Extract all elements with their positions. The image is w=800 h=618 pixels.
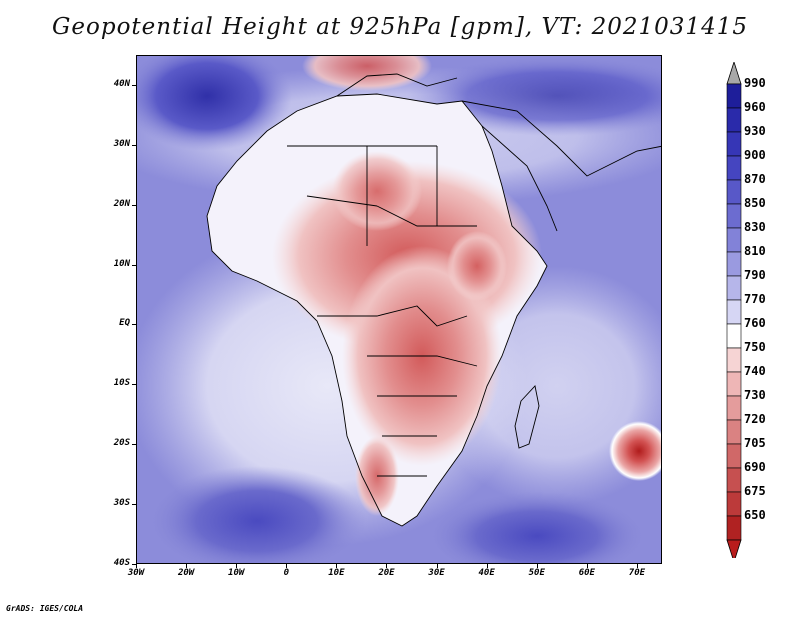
- colorbar-label: 770: [744, 292, 766, 306]
- lon-tick: [136, 564, 137, 568]
- lon-tick: [436, 564, 438, 568]
- lon-tick: [486, 564, 488, 568]
- lon-tick-label: 70E: [628, 568, 646, 578]
- colorbar-swatch: [726, 467, 742, 493]
- geopotential-field: [137, 56, 661, 563]
- lon-tick-label: 10E: [328, 568, 345, 578]
- colorbar-label: 990: [744, 76, 766, 90]
- lat-tick: [132, 384, 136, 386]
- lat-tick-label: 40S: [113, 558, 130, 568]
- lon-tick-label: 40E: [478, 568, 495, 578]
- lon-tick: [536, 564, 538, 568]
- colorbar-label: 960: [744, 100, 766, 114]
- colorbar-swatch: [726, 371, 742, 397]
- lon-tick: [386, 564, 388, 568]
- colorbar-swatch: [726, 419, 742, 445]
- lat-tick-label: 40N: [113, 78, 130, 89]
- lat-tick: [132, 444, 136, 446]
- map-panel: [136, 55, 662, 564]
- lat-tick-label: 30S: [113, 498, 130, 509]
- lat-tick: [132, 504, 136, 506]
- lon-tick-label: 50E: [528, 568, 545, 578]
- chart-title: Geopotential Height at 925hPa [gpm], VT:…: [52, 14, 748, 40]
- colorbar-swatch: [726, 155, 742, 181]
- lon-tick: [336, 564, 338, 568]
- lon-tick-label: 60E: [578, 568, 595, 578]
- colorbar-label: 830: [744, 220, 766, 234]
- colorbar-label: 900: [744, 148, 766, 162]
- lat-tick: [132, 564, 136, 565]
- colorbar-swatch: [726, 179, 742, 205]
- lat-tick-label: 10S: [113, 378, 130, 389]
- colorbar-swatch: [726, 227, 742, 253]
- colorbar-swatch: [726, 203, 742, 229]
- colorbar-label: 720: [744, 412, 766, 426]
- colorbar-label: 740: [744, 364, 766, 378]
- lon-tick-label: 20W: [177, 568, 195, 578]
- colorbar-swatch: [726, 323, 742, 349]
- colorbar-label: 850: [744, 196, 766, 210]
- lat-tick: [132, 264, 136, 266]
- lon-tick: [286, 564, 288, 568]
- lat-tick-label: 20N: [113, 198, 130, 209]
- lon-tick: [636, 564, 638, 568]
- lon-tick-label: 0: [283, 568, 289, 578]
- lat-tick-label: 10N: [113, 258, 130, 269]
- colorbar-label: 675: [744, 484, 766, 498]
- colorbar-over-arrow: [726, 62, 742, 85]
- colorbar-swatch: [726, 347, 742, 373]
- colorbar-swatch: [726, 299, 742, 325]
- colorbar-swatch: [726, 251, 742, 277]
- lat-tick-label: 20S: [113, 438, 130, 449]
- colorbar-label: 930: [744, 124, 766, 138]
- colorbar-swatch: [726, 491, 742, 517]
- lat-tick: [132, 84, 136, 86]
- lon-tick-label: 30E: [428, 568, 445, 578]
- colorbar-label: 870: [744, 172, 766, 186]
- colorbar: [726, 62, 742, 558]
- lat-tick: [132, 324, 136, 326]
- lon-tick: [586, 564, 588, 568]
- lon-tick: [236, 564, 238, 568]
- colorbar-under-arrow: [726, 539, 742, 558]
- colorbar-label: 790: [744, 268, 766, 282]
- colorbar-swatch: [726, 443, 742, 469]
- colorbar-label: 650: [744, 508, 766, 522]
- colorbar-swatch: [726, 395, 742, 421]
- colorbar-label: 750: [744, 340, 766, 354]
- colorbar-swatch: [726, 83, 742, 109]
- colorbar-label: 730: [744, 388, 766, 402]
- lon-tick: [186, 564, 188, 568]
- lon-tick-label: 20E: [378, 568, 395, 578]
- colorbar-swatch: [726, 275, 742, 301]
- colorbar-label: 760: [744, 316, 766, 330]
- colorbar-swatch: [726, 107, 742, 133]
- colorbar-swatch: [726, 131, 742, 157]
- lon-tick-label: 10W: [228, 568, 245, 578]
- lat-tick: [132, 144, 136, 146]
- colorbar-swatch: [726, 515, 742, 541]
- colorbar-label: 705: [744, 436, 766, 450]
- lat-tick-label: 30N: [113, 138, 130, 149]
- colorbar-label: 690: [744, 460, 766, 474]
- grads-credit: GrADS: IGES/COLA: [6, 604, 84, 613]
- colorbar-label: 810: [744, 244, 766, 258]
- lat-tick-label: EQ: [119, 318, 130, 329]
- lat-tick: [132, 204, 136, 206]
- lon-tick-label: 30W: [127, 568, 145, 578]
